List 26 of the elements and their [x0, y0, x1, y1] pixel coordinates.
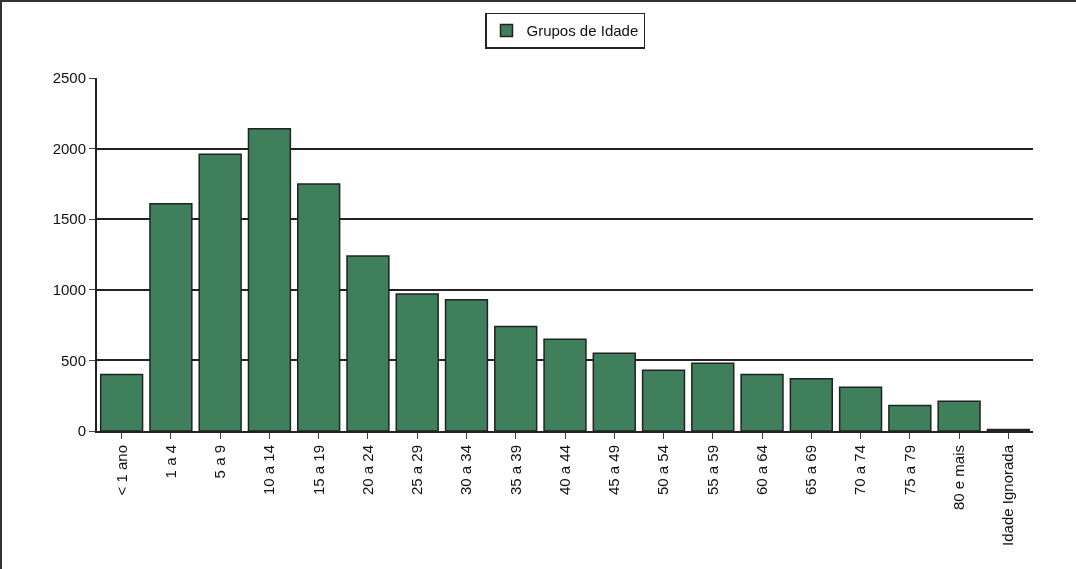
x-tick-label: 70 a 74 — [851, 445, 869, 496]
x-tick-label: < 1 ano — [112, 445, 130, 496]
x-tick-label: 25 a 29 — [408, 445, 426, 496]
x-tick-label: 15 a 19 — [309, 445, 327, 496]
legend-label: Grupos de Idade — [526, 22, 639, 40]
x-tick-label: 75 a 79 — [900, 445, 918, 496]
y-tick-label: 1500 — [52, 210, 86, 228]
y-tick-label: 2000 — [52, 139, 86, 157]
x-tick-label: 80 e mais — [949, 445, 967, 511]
x-tick-label: 65 a 69 — [802, 445, 820, 496]
y-tick-label: 500 — [60, 351, 86, 369]
x-tick-label: Idade Ignorada — [999, 444, 1017, 546]
x-tick-label: 60 a 64 — [752, 445, 770, 496]
x-tick-label: 40 a 44 — [555, 445, 573, 496]
x-tick-label: 50 a 54 — [654, 445, 672, 496]
x-tick-label: 10 a 14 — [260, 445, 278, 496]
y-tick-label: 0 — [77, 422, 86, 440]
x-tick-label: 20 a 24 — [358, 445, 376, 496]
x-tick-label: 55 a 59 — [703, 445, 721, 496]
x-tick-label: 35 a 39 — [506, 445, 524, 496]
y-tick-label: 2500 — [52, 69, 86, 87]
x-tick-label: 1 a 4 — [161, 445, 179, 479]
x-tick-label: 5 a 9 — [211, 445, 229, 479]
x-tick-label: 45 a 49 — [605, 445, 623, 496]
x-tick-label: 30 a 34 — [457, 445, 475, 496]
y-tick-label: 1000 — [52, 281, 86, 299]
